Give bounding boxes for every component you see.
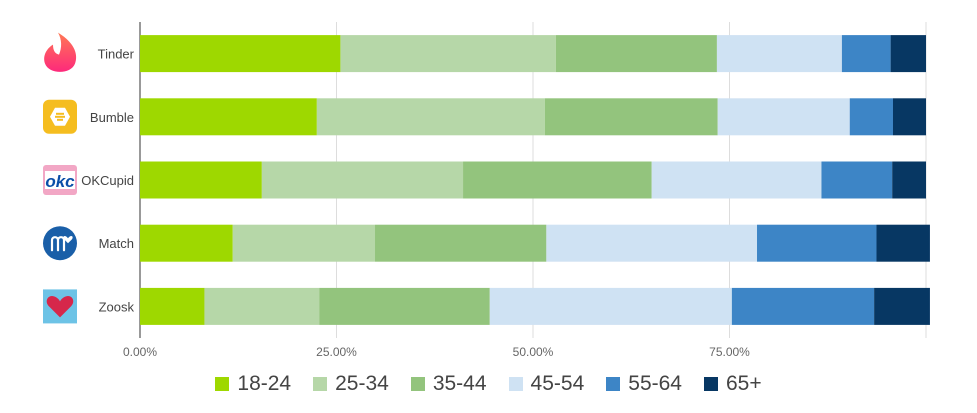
legend-label: 18-24	[237, 372, 292, 395]
bar-segment	[544, 98, 718, 136]
bar-segment	[140, 161, 262, 199]
bar-segment	[731, 287, 875, 325]
legend-swatch	[215, 377, 230, 391]
bar-segment	[757, 224, 877, 262]
tinder-flame-icon	[44, 32, 77, 72]
svg-text:okc: okc	[45, 172, 75, 191]
category-label: Match	[99, 236, 134, 251]
legend-swatch	[313, 377, 328, 391]
match-m-icon	[43, 226, 77, 261]
bar-segment	[319, 287, 490, 325]
legend-label: 55-64	[628, 372, 682, 395]
legend-label: 45-54	[530, 372, 585, 395]
bar-segment	[555, 35, 717, 73]
bar-segment	[316, 98, 545, 136]
bar-segment	[546, 224, 758, 262]
legend-item: 25-34	[313, 372, 389, 396]
icon-layer: okc	[43, 32, 77, 324]
label-layer: 0.00% 25.00% 50.00% 75.00% Tinder Bumble OKCup…	[81, 47, 750, 359]
bumble-hive-icon	[43, 99, 77, 134]
legend-swatch	[410, 377, 425, 391]
bar-segment	[140, 287, 205, 325]
bar-segment	[463, 161, 652, 199]
category-label: Bumble	[90, 110, 134, 125]
legend-label: 25-34	[335, 372, 389, 395]
legend-label: 65+	[725, 372, 762, 395]
bar-segment	[890, 35, 926, 73]
bar-segment	[849, 98, 893, 136]
bar-segment	[340, 35, 556, 73]
bar-segment	[892, 98, 926, 136]
bar-segment	[876, 224, 930, 262]
x-tick-label: 25.00%	[316, 345, 357, 359]
zoosk-heart-icon	[43, 289, 77, 324]
bar-segment	[232, 224, 376, 262]
bar-segment	[375, 224, 547, 262]
bar-segment	[489, 287, 732, 325]
bar-segment	[717, 98, 850, 136]
legend-swatch	[703, 377, 718, 391]
x-tick-label: 0.00%	[123, 345, 157, 359]
legend-item: 35-44	[410, 372, 487, 396]
legend-swatch	[606, 377, 621, 391]
x-tick-label: 75.00%	[709, 345, 750, 359]
bar-segment	[140, 35, 341, 73]
category-label: Zoosk	[99, 299, 135, 314]
legend-item: 55-64	[606, 372, 682, 396]
legend-swatch	[508, 377, 523, 391]
bar-segment	[204, 287, 320, 325]
bar-segment	[821, 161, 893, 199]
legend-item: 65+	[703, 372, 762, 396]
category-label: OKCupid	[81, 173, 134, 188]
x-tick-label: 50.00%	[513, 345, 554, 359]
legend-label: 35-44	[432, 372, 487, 395]
bar-layer	[140, 35, 930, 325]
bar-segment	[261, 161, 464, 199]
legend-item: 45-54	[508, 372, 585, 396]
bar-segment	[716, 35, 842, 73]
bar-segment	[874, 287, 930, 325]
bar-segment	[892, 161, 926, 199]
legend: 18-24 25-34 35-44 45-54 55-64 65+	[0, 372, 977, 396]
category-label: Tinder	[98, 47, 135, 62]
bar-segment	[841, 35, 891, 73]
bar-segment	[651, 161, 822, 199]
bar-segment	[140, 98, 317, 136]
bar-segment	[140, 224, 233, 262]
okcupid-logo-icon: okc	[43, 165, 77, 195]
legend-item: 18-24	[215, 372, 291, 396]
